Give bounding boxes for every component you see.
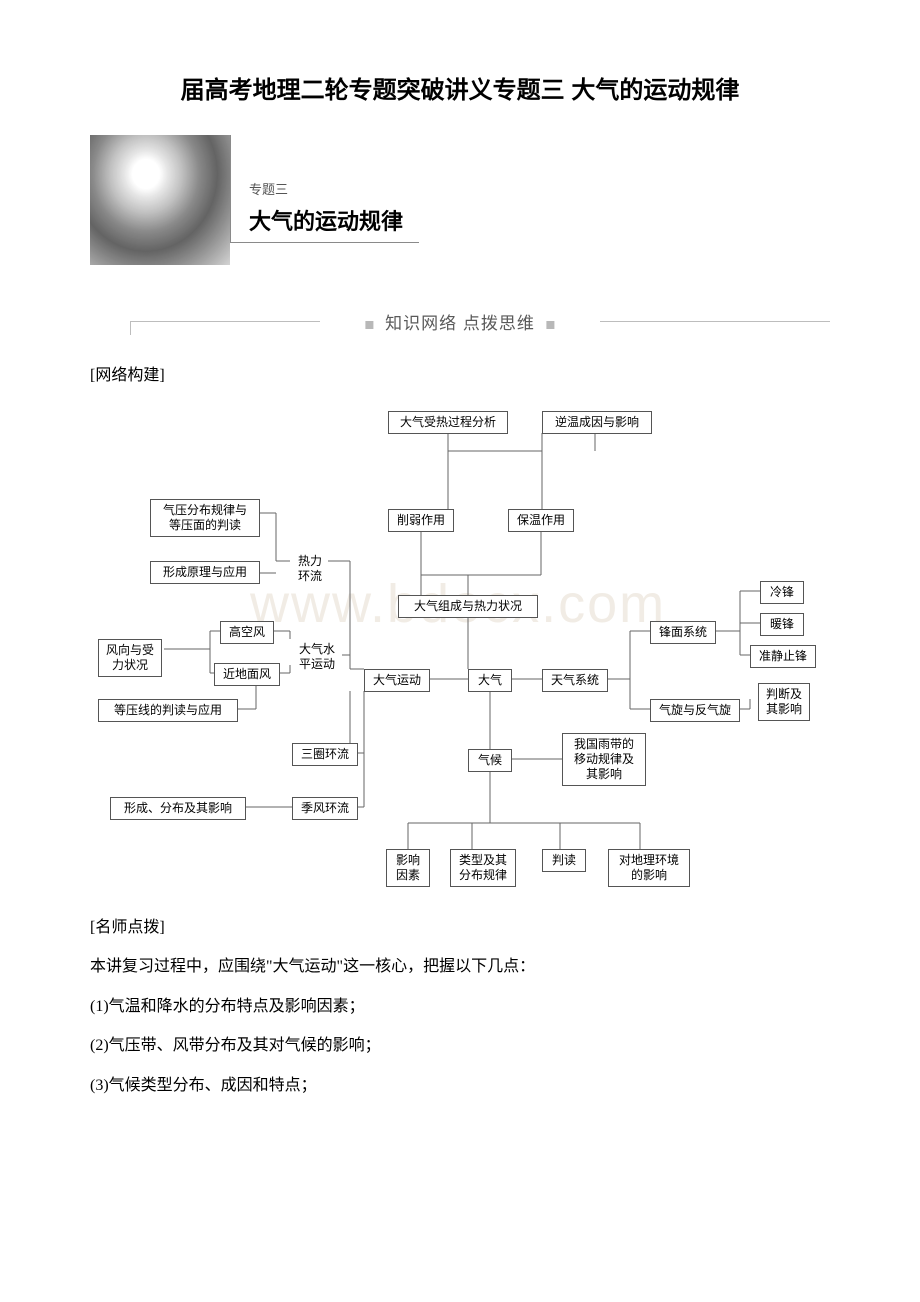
diagram-node: 判读 [542,849,586,872]
diagram-node: 近地面风 [214,663,280,686]
diagram-node: 准静止锋 [750,645,816,668]
diagram-node: 大气水平运动 [292,639,342,675]
diagram-node: 逆温成因与影响 [542,411,652,434]
section-band-label: 知识网络 点拨思维 [353,309,566,334]
hero-text: 专题三 大气的运动规律 [230,135,419,243]
diagram-node: 保温作用 [508,509,574,532]
diagram-node: 气旋与反气旋 [650,699,740,722]
diagram-node: 锋面系统 [650,621,716,644]
diagram-node: 大气受热过程分析 [388,411,508,434]
diagram-node: 影响因素 [386,849,430,887]
diagram-node: 大气 [468,669,512,692]
diagram-node: 气候 [468,749,512,772]
cloud-image [90,135,230,265]
tip-3: (3)气候类型分布、成因和特点； [90,1069,830,1103]
diagram-node: 对地理环境的影响 [608,849,690,887]
concept-diagram: www.bdocx.com 大气受热过程分析逆温成因与影响削弱作用保温作用气压分… [90,403,830,893]
diagram-node: 三圈环流 [292,743,358,766]
diagram-node: 大气运动 [364,669,430,692]
diagram-node: 形成、分布及其影响 [110,797,246,820]
square-icon [365,321,373,329]
diagram-node: 削弱作用 [388,509,454,532]
diagram-node: 天气系统 [542,669,608,692]
diagram-node: 热力环流 [290,551,330,587]
tips-intro: 本讲复习过程中，应围绕"大气运动"这一核心，把握以下几点： [90,950,830,984]
diagram-node: 大气组成与热力状况 [398,595,538,618]
hero-subtitle: 专题三 [249,179,403,198]
diagram-node: 季风环流 [292,797,358,820]
diagram-node: 气压分布规律与等压面的判读 [150,499,260,537]
diagram-node: 风向与受力状况 [98,639,162,677]
diagram-node: 暖锋 [760,613,804,636]
hero-main-title: 大气的运动规律 [249,204,403,236]
diagram-node: 等压线的判读与应用 [98,699,238,722]
diagram-node: 高空风 [220,621,274,644]
diagram-node: 形成原理与应用 [150,561,260,584]
hero-block: 专题三 大气的运动规律 [90,135,830,265]
tips-label: [名师点拨] [90,911,830,945]
tip-1: (1)气温和降水的分布特点及影响因素； [90,990,830,1024]
section-band: 知识网络 点拨思维 [90,301,830,341]
network-label: [网络构建] [90,359,830,393]
diagram-node: 我国雨带的移动规律及其影响 [562,733,646,786]
diagram-node: 冷锋 [760,581,804,604]
square-icon [547,321,555,329]
section-band-text: 知识网络 点拨思维 [385,314,535,333]
page-title: 届高考地理二轮专题突破讲义专题三 大气的运动规律 [90,70,830,105]
diagram-node: 判断及其影响 [758,683,810,721]
tip-2: (2)气压带、风带分布及其对气候的影响； [90,1029,830,1063]
diagram-node: 类型及其分布规律 [450,849,516,887]
